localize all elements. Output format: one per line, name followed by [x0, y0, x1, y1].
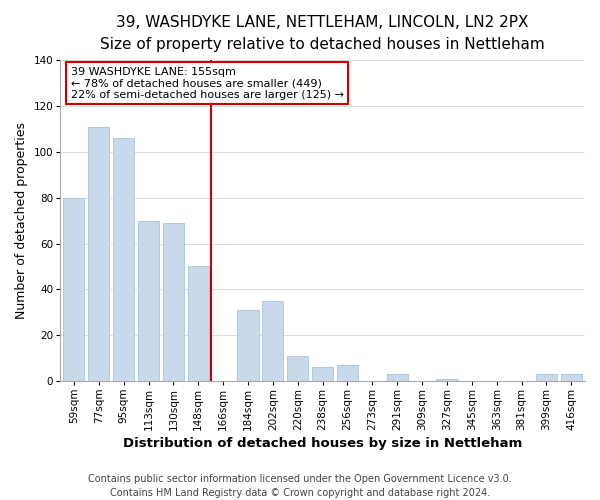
- Bar: [64, 198, 85, 381]
- X-axis label: Distribution of detached houses by size in Nettleham: Distribution of detached houses by size …: [123, 437, 522, 450]
- Bar: [287, 356, 308, 381]
- Bar: [536, 374, 557, 381]
- Text: 39 WASHDYKE LANE: 155sqm
← 78% of detached houses are smaller (449)
22% of semi-: 39 WASHDYKE LANE: 155sqm ← 78% of detach…: [71, 66, 344, 100]
- Bar: [312, 367, 333, 381]
- Title: 39, WASHDYKE LANE, NETTLEHAM, LINCOLN, LN2 2PX
Size of property relative to deta: 39, WASHDYKE LANE, NETTLEHAM, LINCOLN, L…: [100, 15, 545, 52]
- Bar: [337, 365, 358, 381]
- Bar: [238, 310, 259, 381]
- Text: Contains public sector information licensed under the Open Government Licence v3: Contains public sector information licen…: [88, 474, 512, 484]
- Bar: [262, 301, 283, 381]
- Text: Contains HM Land Registry data © Crown copyright and database right 2024.: Contains HM Land Registry data © Crown c…: [110, 488, 490, 498]
- Bar: [88, 126, 109, 381]
- Bar: [113, 138, 134, 381]
- Bar: [138, 220, 159, 381]
- Bar: [436, 378, 458, 381]
- Bar: [163, 223, 184, 381]
- Y-axis label: Number of detached properties: Number of detached properties: [15, 122, 28, 319]
- Bar: [386, 374, 408, 381]
- Bar: [188, 266, 209, 381]
- Bar: [561, 374, 582, 381]
